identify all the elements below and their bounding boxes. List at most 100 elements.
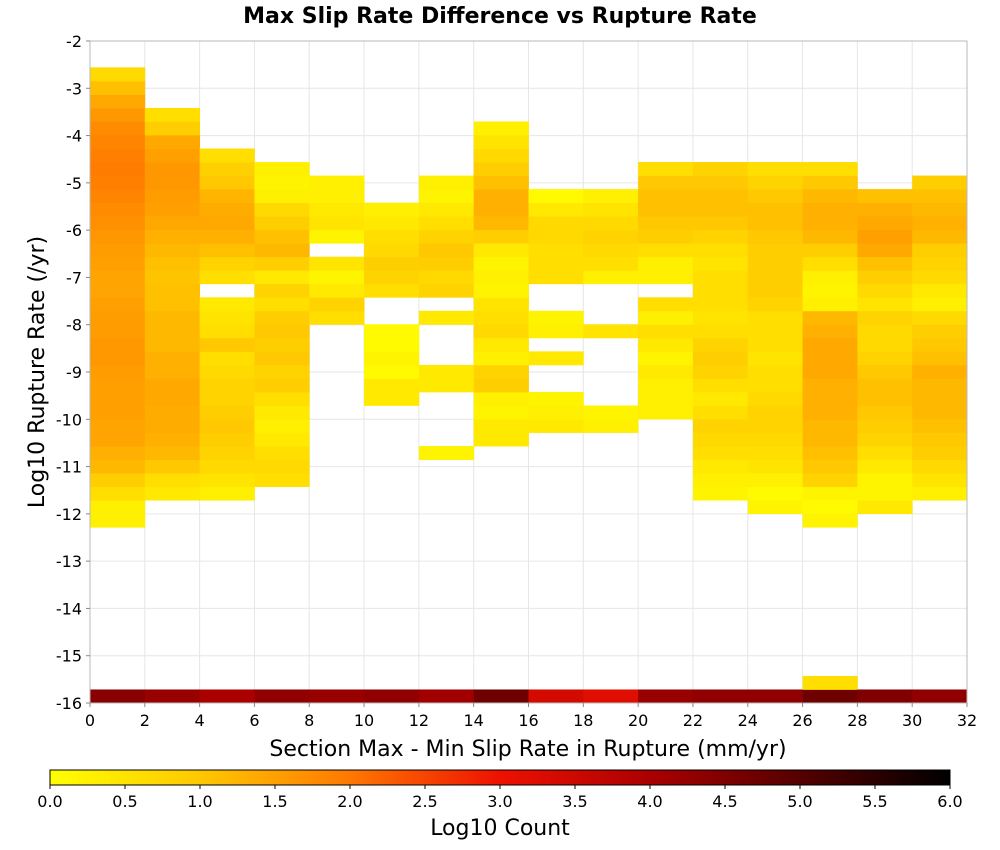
heatmap-cell xyxy=(199,148,255,163)
heatmap-cell xyxy=(912,391,968,406)
heatmap-cell xyxy=(747,351,803,366)
heatmap-cell xyxy=(473,391,529,406)
heatmap-cell xyxy=(418,202,475,217)
heatmap-cell xyxy=(528,419,584,433)
heatmap-cell xyxy=(309,283,365,298)
heatmap-cell xyxy=(747,486,803,501)
heatmap-cell xyxy=(638,391,694,406)
heatmap-cell xyxy=(90,689,146,704)
heatmap-cell xyxy=(857,405,913,420)
heatmap-cell xyxy=(747,364,803,379)
heatmap-cell xyxy=(90,256,146,271)
heatmap-cell xyxy=(638,189,694,204)
heatmap-cell xyxy=(90,391,146,406)
heatmap-cell xyxy=(364,270,420,285)
heatmap-cell xyxy=(802,189,858,204)
heatmap-cell xyxy=(857,310,913,325)
heatmap-cell xyxy=(638,351,694,366)
heatmap-cell xyxy=(364,256,420,271)
y-tick-label: -3 xyxy=(66,79,82,98)
heatmap-cell xyxy=(528,202,584,217)
heatmap-cell xyxy=(199,459,255,474)
heatmap-cell xyxy=(692,229,749,244)
heatmap-cell xyxy=(583,216,639,231)
colorbar-tick-label: 3.5 xyxy=(562,792,587,811)
heatmap-cell xyxy=(747,216,803,231)
heatmap-cell xyxy=(254,297,310,312)
heatmap-cell xyxy=(199,189,255,204)
heatmap-cell xyxy=(90,107,146,122)
heatmap-cell xyxy=(802,175,858,190)
heatmap-cell xyxy=(418,378,475,393)
x-tick-label: 26 xyxy=(792,711,812,730)
x-tick-label: 16 xyxy=(518,711,538,730)
heatmap-cell xyxy=(802,337,858,352)
heatmap-cell xyxy=(144,216,201,231)
heatmap-cell xyxy=(912,310,968,325)
heatmap-cell xyxy=(144,391,201,406)
y-tick-label: -10 xyxy=(56,410,82,429)
heatmap-cell xyxy=(857,324,913,339)
heatmap-cell xyxy=(254,216,310,231)
heatmap-cell xyxy=(364,229,420,244)
x-tick-label: 10 xyxy=(354,711,374,730)
heatmap-cell xyxy=(747,175,803,190)
heatmap-cell xyxy=(309,175,365,190)
heatmap-cell xyxy=(144,135,201,149)
heatmap-cell xyxy=(364,202,420,217)
heatmap-cell xyxy=(254,364,310,379)
heatmap-cell xyxy=(692,432,749,447)
heatmap-cell xyxy=(90,67,146,82)
heatmap-cell xyxy=(747,283,803,298)
x-tick-label: 12 xyxy=(409,711,429,730)
heatmap-cell xyxy=(528,351,584,366)
heatmap-cell xyxy=(473,337,529,352)
heatmap-cell xyxy=(528,689,584,704)
heatmap-cell xyxy=(254,432,310,447)
heatmap-cell xyxy=(254,391,310,406)
x-tick-label: 24 xyxy=(738,711,758,730)
heatmap-cell xyxy=(90,378,146,393)
heatmap-cell xyxy=(254,419,310,433)
heatmap-cell xyxy=(418,189,475,204)
heatmap-cell xyxy=(912,216,968,231)
heatmap-cell xyxy=(144,486,201,501)
heatmap-cell xyxy=(857,419,913,433)
x-axis-ticks: 0 2 4 6 8 10 12 14 16 18 20 22 24 26 28 30 32 xyxy=(85,703,977,730)
heatmap-cell xyxy=(692,256,749,271)
heatmap-cell xyxy=(90,405,146,420)
heatmap-cell xyxy=(912,473,968,488)
heatmap-cell xyxy=(418,243,475,258)
heatmap-cell xyxy=(583,202,639,217)
chart-title: Max Slip Rate Difference vs Rupture Rate xyxy=(243,4,757,29)
heatmap-cell xyxy=(528,324,584,339)
heatmap-cell xyxy=(802,432,858,447)
heatmap-cell xyxy=(692,297,749,312)
y-tick-label: -9 xyxy=(66,363,82,382)
heatmap-cell xyxy=(199,243,255,258)
heatmap-cell xyxy=(90,337,146,352)
heatmap-cell xyxy=(364,243,420,258)
x-tick-label: 20 xyxy=(628,711,648,730)
heatmap-cell xyxy=(254,270,310,285)
heatmap-cell xyxy=(912,256,968,271)
heatmap-cell xyxy=(144,473,201,488)
heatmap-cell xyxy=(254,243,310,258)
heatmap-cell xyxy=(912,297,968,312)
heatmap-cell xyxy=(692,175,749,190)
x-axis-label: Section Max - Min Slip Rate in Rupture (… xyxy=(269,737,786,762)
heatmap-cell xyxy=(473,202,529,217)
heatmap-cell xyxy=(309,297,365,312)
heatmap-cell xyxy=(473,419,529,433)
heatmap-cell xyxy=(254,189,310,204)
heatmap-cell xyxy=(90,270,146,285)
colorbar-tick-label: 2.0 xyxy=(337,792,362,811)
heatmap-cell xyxy=(144,459,201,474)
heatmap-cell xyxy=(912,324,968,339)
x-tick-label: 32 xyxy=(957,711,977,730)
heatmap-cell xyxy=(199,216,255,231)
heatmap-cell xyxy=(528,310,584,325)
heatmap-cell xyxy=(583,270,639,285)
heatmap-cell xyxy=(802,513,858,528)
heatmap-cell xyxy=(583,324,639,339)
